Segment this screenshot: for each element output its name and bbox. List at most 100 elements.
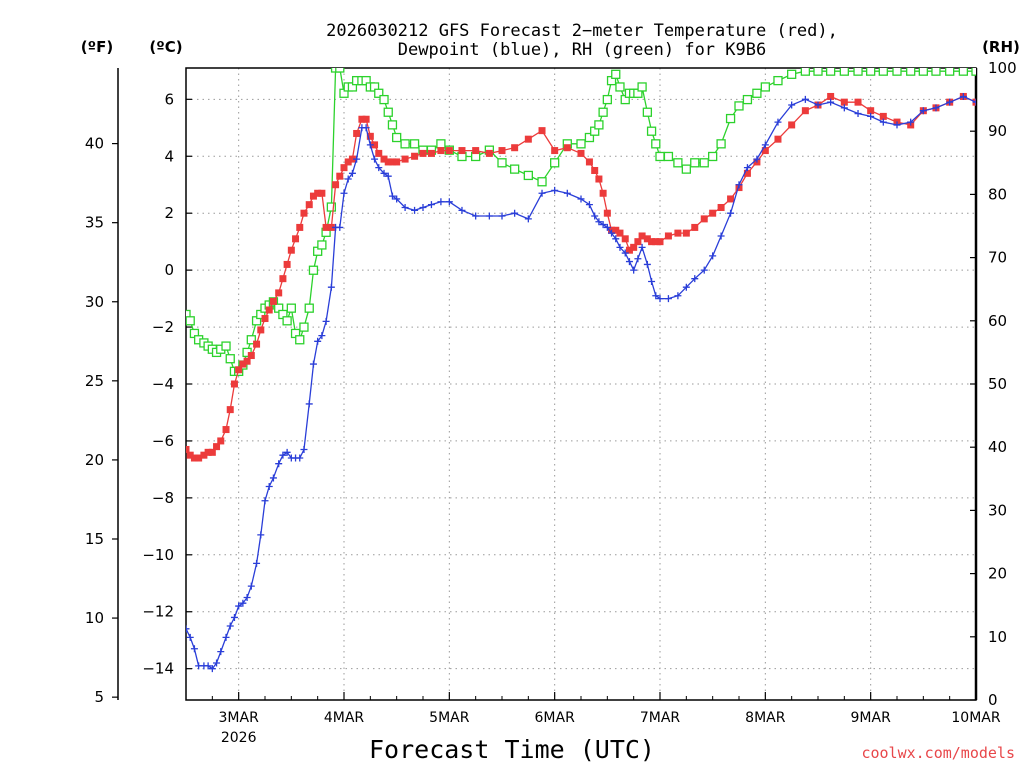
dewpoint-point-87 bbox=[709, 252, 717, 260]
dewpoint-point-48 bbox=[393, 195, 401, 203]
celsius-tick-label-6: −6 bbox=[152, 432, 174, 450]
rh-point-44 bbox=[374, 88, 384, 98]
rh-point-47 bbox=[387, 120, 398, 130]
rh-point-9 bbox=[221, 341, 231, 351]
rh-point-31 bbox=[317, 240, 327, 250]
series-dewpoint bbox=[186, 92, 976, 673]
rh-point-88 bbox=[716, 139, 726, 149]
temperature-point-19 bbox=[265, 306, 273, 314]
temperature-point-53 bbox=[437, 147, 445, 155]
temperature-point-91 bbox=[743, 169, 751, 177]
celsius-tick-label-9: −12 bbox=[142, 603, 174, 621]
rh-point-23 bbox=[282, 316, 292, 326]
celsius-tick-label-7: −8 bbox=[152, 489, 174, 507]
dewpoint-point-15 bbox=[247, 582, 255, 590]
dewpoint-point-20 bbox=[269, 474, 277, 482]
rh-point-79 bbox=[646, 126, 657, 136]
rh-point-97 bbox=[813, 68, 823, 76]
dewpoint-point-38 bbox=[348, 169, 356, 177]
temperature-point-47 bbox=[388, 158, 396, 166]
dewpoint-point-21 bbox=[275, 460, 283, 468]
fahrenheit-tick-label-1: 35 bbox=[85, 214, 104, 232]
temperature-point-54 bbox=[445, 147, 453, 155]
celsius-tick-label-2: 2 bbox=[164, 204, 174, 222]
temperature-point-10 bbox=[226, 406, 234, 414]
celsius-tick-label-5: −4 bbox=[152, 375, 174, 393]
dewpoint-point-19 bbox=[265, 482, 273, 490]
dewpoint-point-49 bbox=[401, 203, 409, 211]
rh-point-28 bbox=[304, 303, 314, 313]
rh-point-87 bbox=[708, 151, 718, 162]
dewpoint-point-39 bbox=[353, 155, 361, 163]
dewpoint-point-45 bbox=[380, 169, 388, 177]
temperature-point-31 bbox=[318, 189, 326, 197]
dewpoint-point-7 bbox=[213, 659, 221, 667]
dewpoint-point-26 bbox=[296, 454, 304, 462]
rh-point-68 bbox=[598, 107, 608, 117]
rh-point-35 bbox=[335, 68, 345, 73]
temperature-point-24 bbox=[287, 246, 295, 254]
temperature-point-80 bbox=[652, 238, 660, 246]
dewpoint-point-64 bbox=[577, 195, 585, 203]
rh-point-93 bbox=[760, 82, 770, 92]
temperature-point-67 bbox=[595, 175, 603, 183]
temperature-point-100 bbox=[854, 98, 862, 106]
dewpoint-point-54 bbox=[445, 198, 453, 206]
dewpoint-point-95 bbox=[788, 101, 796, 109]
dewpoint-point-16 bbox=[253, 559, 261, 567]
dewpoint-point-69 bbox=[603, 223, 611, 231]
dewpoint-point-2 bbox=[190, 645, 198, 653]
rh-point-89 bbox=[725, 113, 736, 124]
temperature-point-65 bbox=[585, 158, 593, 166]
dewpoint-point-12 bbox=[235, 602, 243, 610]
dewpoint-point-68 bbox=[599, 221, 607, 229]
dewpoint-point-73 bbox=[621, 249, 629, 257]
dewpoint-point-51 bbox=[419, 203, 427, 211]
rh-point-58 bbox=[497, 158, 507, 168]
rh-point-100 bbox=[853, 68, 863, 76]
dewpoint-point-91 bbox=[743, 164, 751, 172]
temperature-point-38 bbox=[348, 155, 356, 163]
celsius-tick-label-10: −14 bbox=[142, 660, 174, 678]
temperature-point-63 bbox=[563, 144, 571, 152]
dewpoint-point-23 bbox=[283, 448, 291, 456]
temperature-point-69 bbox=[603, 209, 611, 217]
dewpoint-point-89 bbox=[727, 209, 735, 217]
rh-point-91 bbox=[742, 94, 753, 105]
rh-unit-label: (RH) bbox=[982, 38, 1020, 56]
rh-point-103 bbox=[892, 68, 902, 76]
dewpoint-point-9 bbox=[222, 633, 230, 641]
temperature-point-41 bbox=[362, 115, 370, 123]
temperature-point-33 bbox=[327, 223, 335, 231]
rh-point-72 bbox=[615, 82, 625, 92]
fahrenheit-tick-label-3: 25 bbox=[85, 372, 104, 390]
rh-point-65 bbox=[584, 132, 595, 143]
rh-point-60 bbox=[523, 170, 533, 181]
x-tick-label-3: 6MAR bbox=[535, 710, 576, 726]
rh-point-46 bbox=[383, 107, 393, 117]
temperature-point-75 bbox=[630, 243, 638, 251]
dewpoint-point-76 bbox=[634, 255, 642, 263]
rh-point-71 bbox=[611, 69, 621, 79]
rh-point-98 bbox=[825, 68, 836, 76]
temperature-point-78 bbox=[643, 235, 651, 243]
dewpoint-point-22 bbox=[279, 451, 287, 459]
temperature-point-101 bbox=[867, 107, 875, 115]
chart-title-line2: Dewpoint (blue), RH (green) for K9B6 bbox=[398, 40, 766, 60]
dewpoint-point-33 bbox=[327, 283, 335, 291]
fahrenheit-tick-label-5: 15 bbox=[85, 530, 104, 548]
dewpoint-point-44 bbox=[375, 164, 383, 172]
rh-point-64 bbox=[576, 139, 586, 149]
rh-point-105 bbox=[918, 68, 928, 76]
rh-point-83 bbox=[673, 158, 683, 168]
temperature-point-71 bbox=[612, 226, 620, 234]
dewpoint-point-52 bbox=[427, 201, 435, 209]
temperature-point-16 bbox=[253, 340, 261, 348]
rh-tick-label-1: 90 bbox=[988, 122, 1007, 140]
temperature-point-56 bbox=[472, 147, 480, 155]
temperature-point-51 bbox=[419, 149, 427, 157]
rh-point-67 bbox=[594, 120, 604, 130]
temperature-point-68 bbox=[599, 189, 607, 197]
temperature-point-99 bbox=[840, 98, 848, 106]
